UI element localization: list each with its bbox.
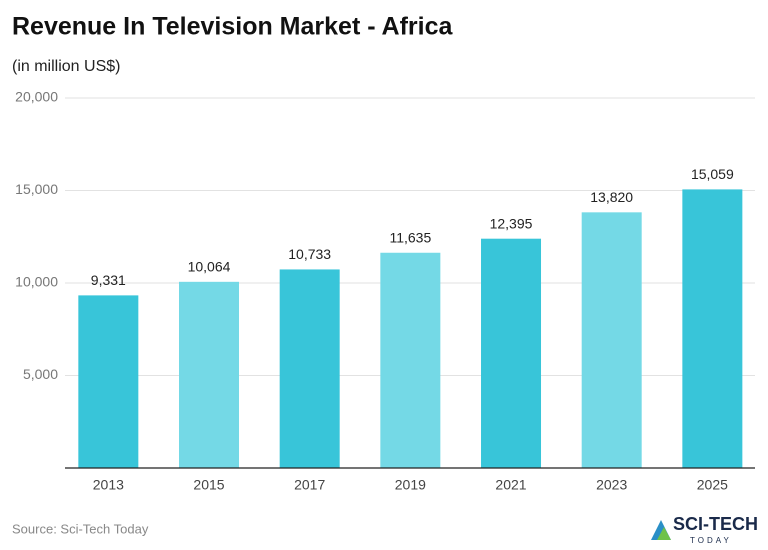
value-label: 9,331 bbox=[91, 272, 126, 288]
chart-title: Revenue In Television Market - Africa bbox=[12, 13, 454, 41]
chart-subtitle: (in million US$) bbox=[12, 58, 120, 75]
x-tick-label: 2025 bbox=[697, 477, 728, 493]
bar bbox=[78, 295, 139, 468]
x-tick-label: 2015 bbox=[193, 477, 224, 493]
y-tick-label: 20,000 bbox=[15, 89, 58, 105]
x-tick-label: 2021 bbox=[495, 477, 526, 493]
logo-icon bbox=[657, 527, 671, 540]
y-tick-label: 15,000 bbox=[15, 181, 58, 197]
logo: SCI-TECH TODAY bbox=[651, 514, 758, 545]
value-label: 12,395 bbox=[490, 215, 533, 231]
logo-name: SCI-TECH bbox=[673, 514, 758, 534]
value-label: 15,059 bbox=[691, 166, 734, 182]
y-tick-label: 10,000 bbox=[15, 274, 58, 290]
x-tick-label: 2019 bbox=[395, 477, 426, 493]
value-label: 13,820 bbox=[590, 189, 633, 205]
value-label: 10,733 bbox=[288, 246, 331, 262]
bar bbox=[279, 269, 340, 468]
x-tick-label: 2013 bbox=[93, 477, 124, 493]
value-label: 10,064 bbox=[188, 259, 231, 275]
y-tick-label: 5,000 bbox=[23, 366, 58, 382]
logo-tagline: TODAY bbox=[690, 536, 732, 545]
x-tick-label: 2023 bbox=[596, 477, 627, 493]
bar bbox=[581, 212, 642, 468]
x-tick-label: 2017 bbox=[294, 477, 325, 493]
bar bbox=[481, 238, 542, 468]
value-label: 11,635 bbox=[389, 229, 431, 245]
bar bbox=[179, 281, 240, 468]
bar bbox=[682, 189, 743, 468]
source: Source: Sci-Tech Today bbox=[12, 521, 149, 536]
bar bbox=[380, 252, 441, 468]
